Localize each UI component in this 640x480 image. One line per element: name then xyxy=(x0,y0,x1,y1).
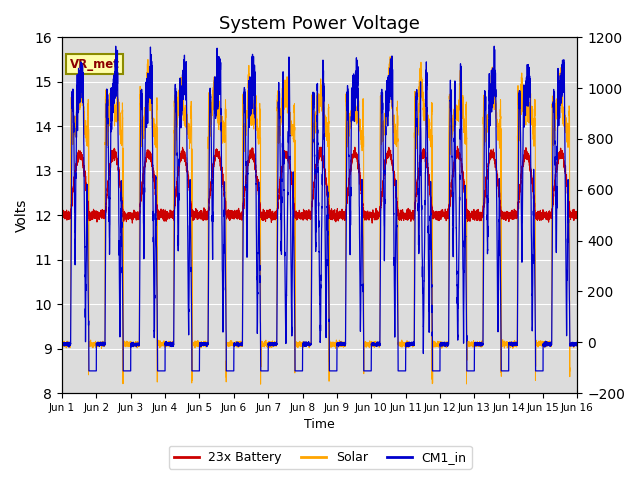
CM1_in xyxy=(546,341,554,347)
Y-axis label: Volts: Volts xyxy=(15,199,29,232)
23x Battery xyxy=(368,220,376,226)
Solar xyxy=(234,342,241,348)
23x Battery xyxy=(58,212,66,218)
Solar xyxy=(257,381,264,387)
23x Battery xyxy=(573,213,581,219)
23x Battery xyxy=(449,169,457,175)
Solar xyxy=(302,341,310,347)
23x Battery xyxy=(302,211,310,217)
Solar xyxy=(449,128,457,134)
Solar xyxy=(552,104,560,109)
CM1_in xyxy=(85,368,93,374)
CM1_in xyxy=(435,368,443,374)
Legend: 23x Battery, Solar, CM1_in: 23x Battery, Solar, CM1_in xyxy=(168,446,472,469)
CM1_in xyxy=(302,341,310,347)
23x Battery xyxy=(546,214,554,219)
Text: VR_met: VR_met xyxy=(70,58,120,71)
23x Battery xyxy=(435,209,443,215)
CM1_in xyxy=(234,339,241,345)
23x Battery xyxy=(552,169,560,175)
Solar xyxy=(546,343,554,349)
Title: System Power Voltage: System Power Voltage xyxy=(220,15,420,33)
Line: CM1_in: CM1_in xyxy=(62,46,577,371)
Solar xyxy=(387,54,394,60)
Solar xyxy=(58,343,66,348)
23x Battery xyxy=(454,144,461,149)
Line: Solar: Solar xyxy=(62,57,577,384)
23x Battery xyxy=(234,212,241,217)
CM1_in xyxy=(58,343,66,348)
Line: 23x Battery: 23x Battery xyxy=(62,146,577,223)
Solar xyxy=(435,339,443,345)
CM1_in xyxy=(552,221,560,227)
CM1_in xyxy=(112,43,120,49)
Solar xyxy=(573,344,581,350)
X-axis label: Time: Time xyxy=(305,419,335,432)
CM1_in xyxy=(449,230,457,236)
CM1_in xyxy=(573,340,581,346)
